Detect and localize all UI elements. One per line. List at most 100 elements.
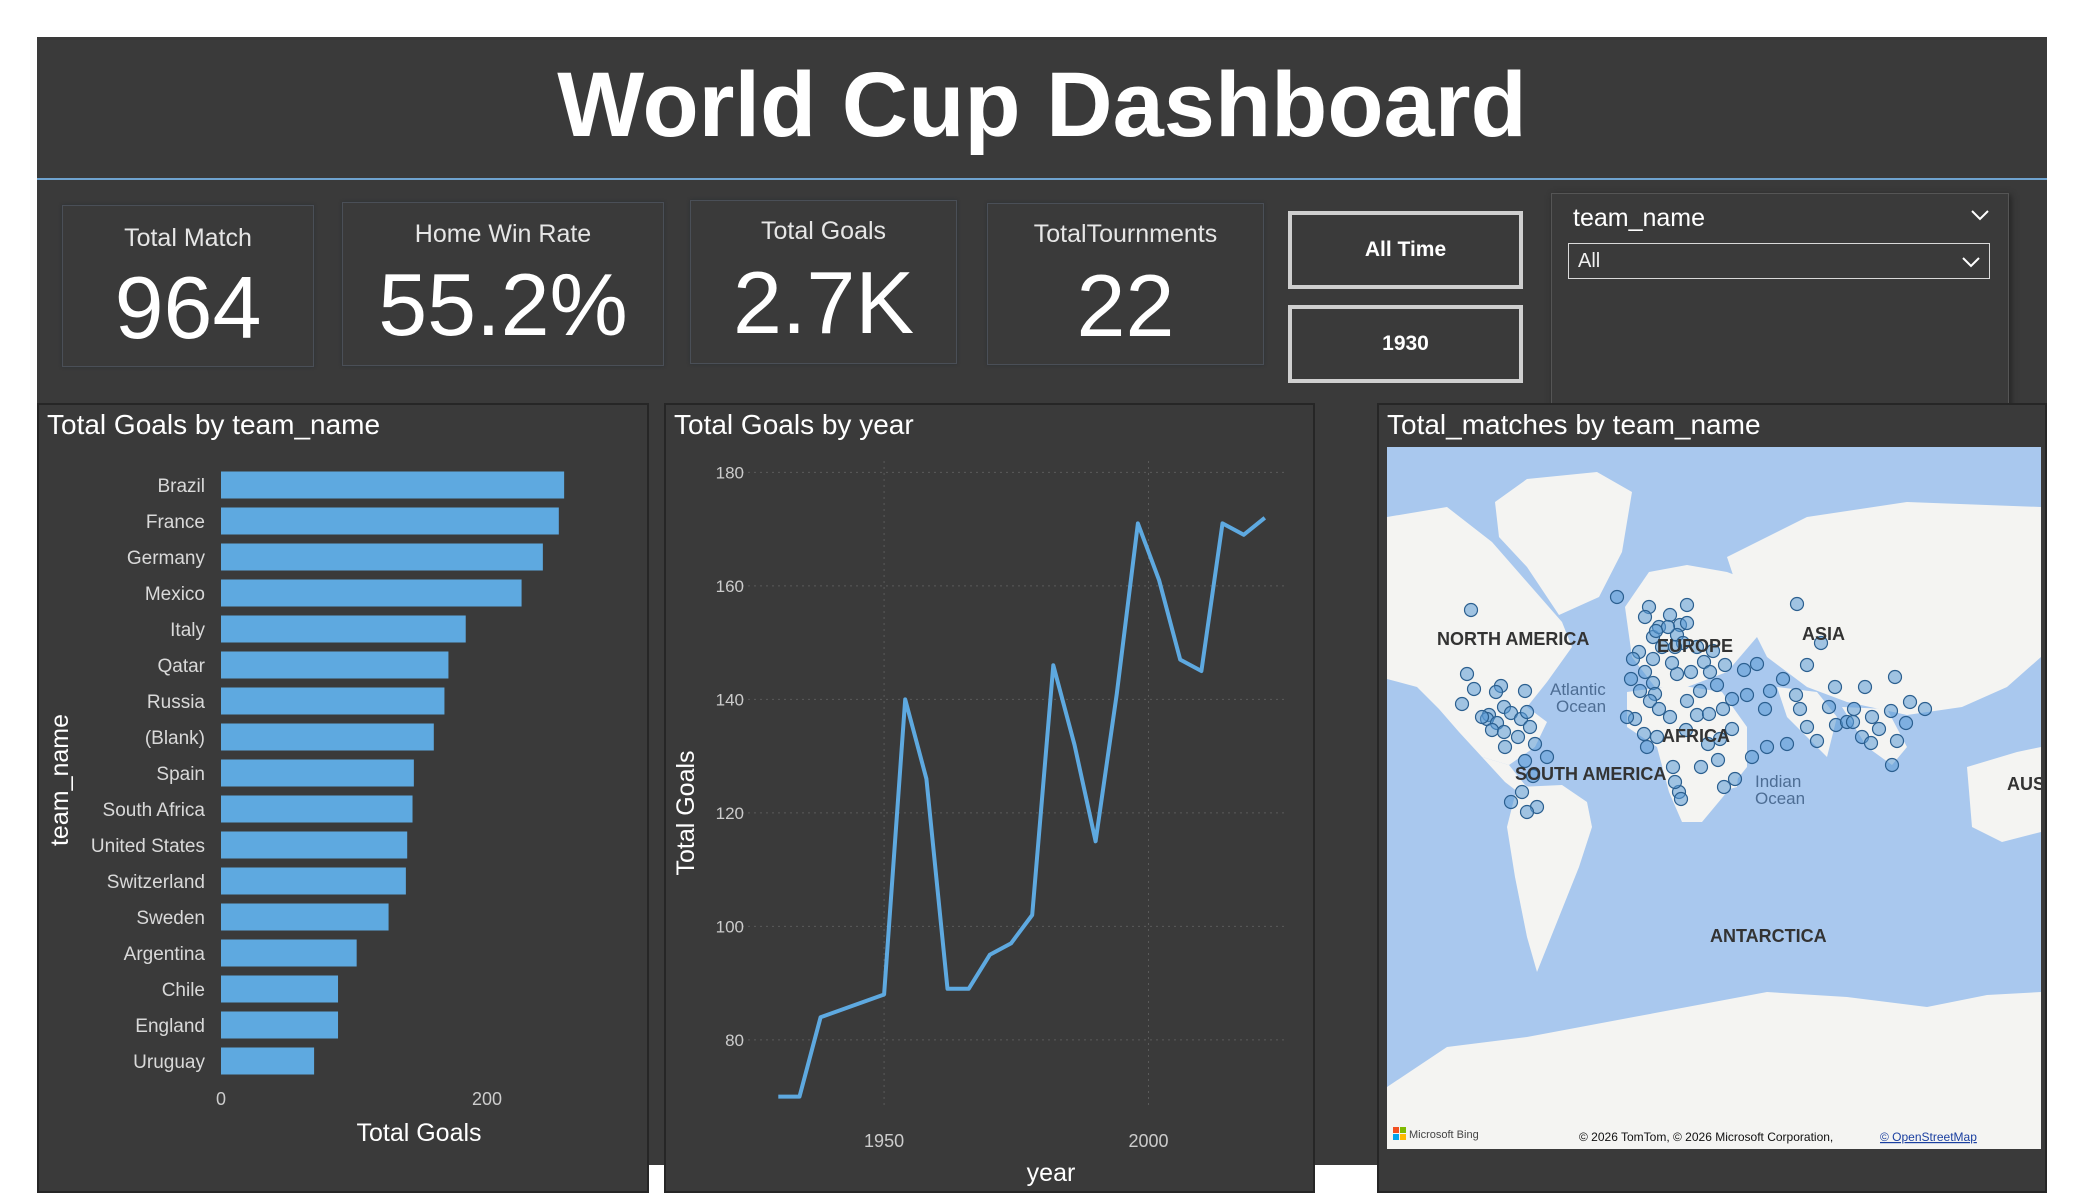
match-bubble xyxy=(1637,664,1653,680)
kpi-value: 2.7K xyxy=(732,253,915,352)
match-bubble xyxy=(1623,671,1639,687)
map-attribution: © 2026 TomTom, © 2026 Microsoft Corporat… xyxy=(1579,1130,1833,1144)
match-bubble xyxy=(1759,739,1775,755)
match-bubble xyxy=(1503,794,1519,810)
kpi-total-goals: Total Goals 2.7K xyxy=(690,200,957,364)
match-bubble xyxy=(1917,701,1933,717)
match-bubble xyxy=(1709,677,1725,693)
match-bubble xyxy=(1898,715,1914,731)
match-bubble xyxy=(1775,671,1791,687)
match-bubble xyxy=(1716,779,1732,795)
match-bubble xyxy=(1679,615,1695,631)
match-bubble xyxy=(1519,804,1535,820)
bar-chart-title: Total Goals by team_name xyxy=(47,409,381,440)
match-bubble xyxy=(1701,706,1717,722)
all-time-button[interactable]: All Time xyxy=(1288,211,1523,289)
bar-category-label: Argentina xyxy=(124,944,206,965)
match-bubble xyxy=(1514,784,1530,800)
kpi-label: Home Win Rate xyxy=(414,220,592,248)
match-bubble xyxy=(1527,736,1543,752)
match-bubble xyxy=(1648,623,1664,639)
greenland-land xyxy=(1495,472,1632,615)
world-map[interactable]: NORTH AMERICA EUROPE ASIA AFRICA SOUTH A… xyxy=(1387,447,2041,1149)
match-bubble xyxy=(1497,739,1513,755)
page-title: World Cup Dashboard xyxy=(557,54,1527,156)
match-bubble xyxy=(1662,709,1678,725)
x-axis-title: Total Goals xyxy=(356,1119,481,1147)
match-bubble xyxy=(1705,643,1721,659)
match-bubble xyxy=(1845,714,1861,730)
series-line-total-goals xyxy=(778,516,1267,1099)
match-bubble xyxy=(1667,774,1683,790)
bar-chart-panel: Total Goals by team_name Brazil France Ger… xyxy=(37,403,649,1193)
label-antarctica: ANTARCTICA xyxy=(1710,926,1827,946)
bar-category-label: Uruguay xyxy=(133,1052,205,1073)
bar-england xyxy=(221,1011,339,1039)
match-bubble xyxy=(1645,651,1661,667)
bar-category-label: Spain xyxy=(156,764,205,785)
bar-category-label: Mexico xyxy=(145,584,205,605)
label-africa: AFRICA xyxy=(1662,726,1730,746)
match-bubble xyxy=(1639,739,1655,755)
match-bubble xyxy=(1496,724,1512,740)
match-bubble xyxy=(1827,679,1843,695)
match-bubble xyxy=(1632,683,1648,699)
bar-france xyxy=(221,507,559,535)
bar-mexico xyxy=(221,579,522,607)
openstreetmap-link[interactable]: © OpenStreetMap xyxy=(1880,1130,1977,1144)
match-bubble xyxy=(1463,602,1479,618)
bar-brazil xyxy=(221,471,565,499)
bar-category-label: Switzerland xyxy=(107,872,205,893)
kpi-label: Total Goals xyxy=(760,217,887,245)
match-bubble xyxy=(1724,691,1740,707)
bar-category-label: Sweden xyxy=(136,908,205,929)
kpi-total-match: Total Match 964 xyxy=(62,205,314,367)
match-bubble xyxy=(1813,635,1829,651)
match-bubble xyxy=(1884,757,1900,773)
bar-category-label: Brazil xyxy=(157,476,205,497)
match-bubble xyxy=(1871,721,1887,737)
bar-chile xyxy=(221,975,339,1003)
bar-chart: Brazil France Germany Mexico Italy Qatar Russi… xyxy=(46,471,565,1147)
match-bubble xyxy=(1887,669,1903,685)
antarctica-land xyxy=(1387,992,2041,1149)
bar-category-label: Russia xyxy=(147,692,206,713)
slicer-title: team_name xyxy=(1573,204,1706,232)
europe-land xyxy=(1625,565,1767,687)
match-bubble xyxy=(1883,703,1899,719)
slicer-dropdown[interactable]: All xyxy=(1568,243,1990,279)
match-bubble xyxy=(1679,597,1695,613)
bar-united-states xyxy=(221,831,408,859)
match-bubble xyxy=(1736,662,1752,678)
match-bubble xyxy=(1673,791,1689,807)
bar-category-label: Germany xyxy=(127,548,206,569)
microsoft-bing-logo: Microsoft Bing xyxy=(1393,1127,1479,1141)
kpi-label: TotalTournments xyxy=(1033,220,1218,248)
match-bubble xyxy=(1679,693,1695,709)
bar-blank xyxy=(221,723,434,751)
kpi-home-win-rate: Home Win Rate 55.2% xyxy=(342,202,664,366)
south-america-land xyxy=(1507,785,1592,972)
match-bubble xyxy=(1864,709,1880,725)
bar-switzerland xyxy=(221,867,406,895)
australia-land xyxy=(1967,747,2041,842)
bar-category-label: (Blank) xyxy=(145,728,205,749)
y-tick-label: 100 xyxy=(716,917,744,936)
bar-sweden xyxy=(221,903,389,931)
match-bubble xyxy=(1654,639,1670,655)
match-bubble xyxy=(1637,609,1653,625)
label-asia: ASIA xyxy=(1802,624,1845,644)
year-1930-button[interactable]: 1930 xyxy=(1288,305,1523,383)
match-bubble xyxy=(1619,709,1635,725)
bar-category-label: United States xyxy=(91,836,205,857)
map-title: Total_matches by team_name xyxy=(1387,409,1761,440)
y-tick-label: 140 xyxy=(716,690,744,709)
bar-category-label: England xyxy=(135,1016,205,1037)
chevron-down-icon[interactable] xyxy=(1970,208,1990,222)
match-bubble xyxy=(1788,687,1804,703)
header: World Cup Dashboard xyxy=(37,37,2047,177)
match-bubble xyxy=(1678,722,1694,738)
label-atlantic-1: Atlantic xyxy=(1550,680,1606,699)
kpi-value: 55.2% xyxy=(378,255,628,354)
match-bubble xyxy=(1519,704,1535,720)
